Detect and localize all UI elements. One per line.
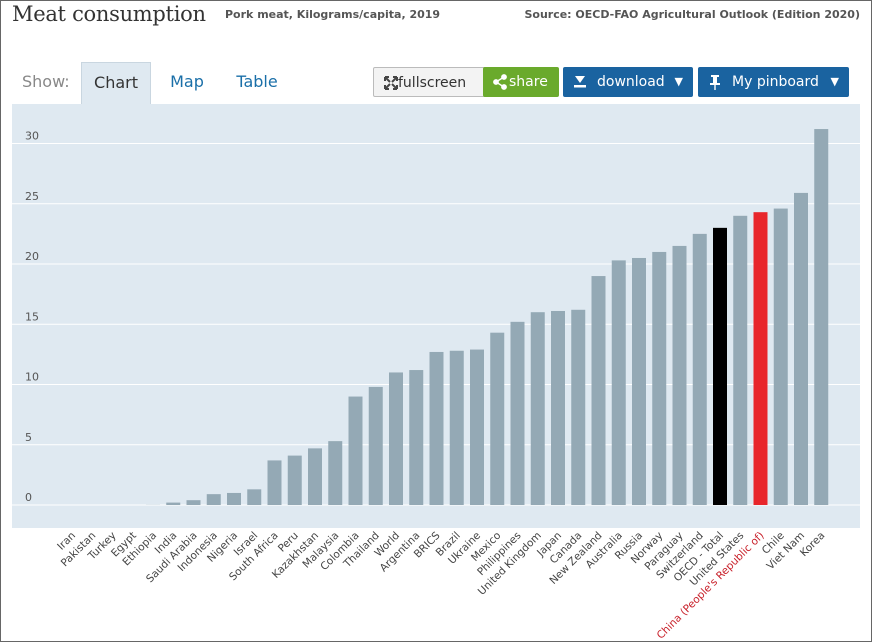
download-icon [573,67,587,108]
bar [409,370,424,505]
download-button[interactable]: download ▼ [563,67,693,97]
bar [632,257,646,505]
source-link[interactable]: Source: OECD-FAO Agricultural Outlook (E… [524,8,860,21]
chart-title: Meat consumption [12,2,206,26]
bar [510,321,525,505]
bar [449,350,464,505]
bar [733,215,748,506]
bar [470,349,484,505]
show-label: Show: [22,72,70,91]
download-label: download [597,74,665,90]
bar [308,448,322,505]
bar [389,372,403,505]
bar [166,502,181,505]
share-button[interactable]: share [483,67,559,97]
bar [794,192,808,505]
pin-icon [708,67,722,108]
download-caret-icon: ▼ [674,75,683,88]
bar [591,276,606,505]
pinboard-button[interactable]: My pinboard ▼ [698,67,849,97]
y-tick-label: 15 [25,310,39,323]
bar [611,260,626,505]
bar [773,208,788,505]
bar [287,455,302,505]
bar [186,500,201,505]
chart-subtitle: Pork meat, Kilograms/capita, 2019 [225,8,441,21]
bar [530,312,545,505]
y-tick-label: 20 [25,250,39,263]
y-tick-label: 25 [25,190,39,203]
tab-map[interactable]: Map [170,72,204,91]
bar [713,227,727,505]
fullscreen-label: fullscreen [398,75,467,91]
y-tick-label: 10 [25,371,39,384]
bar [814,129,829,506]
bar [328,441,343,505]
pinboard-label: My pinboard [732,74,819,90]
bar [368,386,383,505]
bar [551,310,565,505]
bar [429,351,444,505]
bar [571,309,586,505]
y-tick-label: 5 [25,431,32,444]
bar [227,492,241,505]
y-tick-label: 30 [25,130,39,143]
bar [206,494,221,505]
fullscreen-icon [384,68,398,109]
bar [672,245,687,506]
y-tick-label: 0 [25,491,32,504]
bar [348,396,363,505]
share-icon [493,67,507,108]
bar [692,233,707,505]
view-toolbar: Show: Chart Map Table fullscreen share d… [12,62,860,105]
share-label: share [509,74,548,90]
tab-chart[interactable]: Chart [81,62,151,105]
bar [753,212,768,505]
bar [490,332,505,505]
pinboard-caret-icon: ▼ [830,75,839,88]
bar [267,460,282,505]
bar [652,251,667,505]
bar [247,489,262,505]
fullscreen-button[interactable]: fullscreen [373,67,490,97]
tab-table[interactable]: Table [236,72,278,91]
